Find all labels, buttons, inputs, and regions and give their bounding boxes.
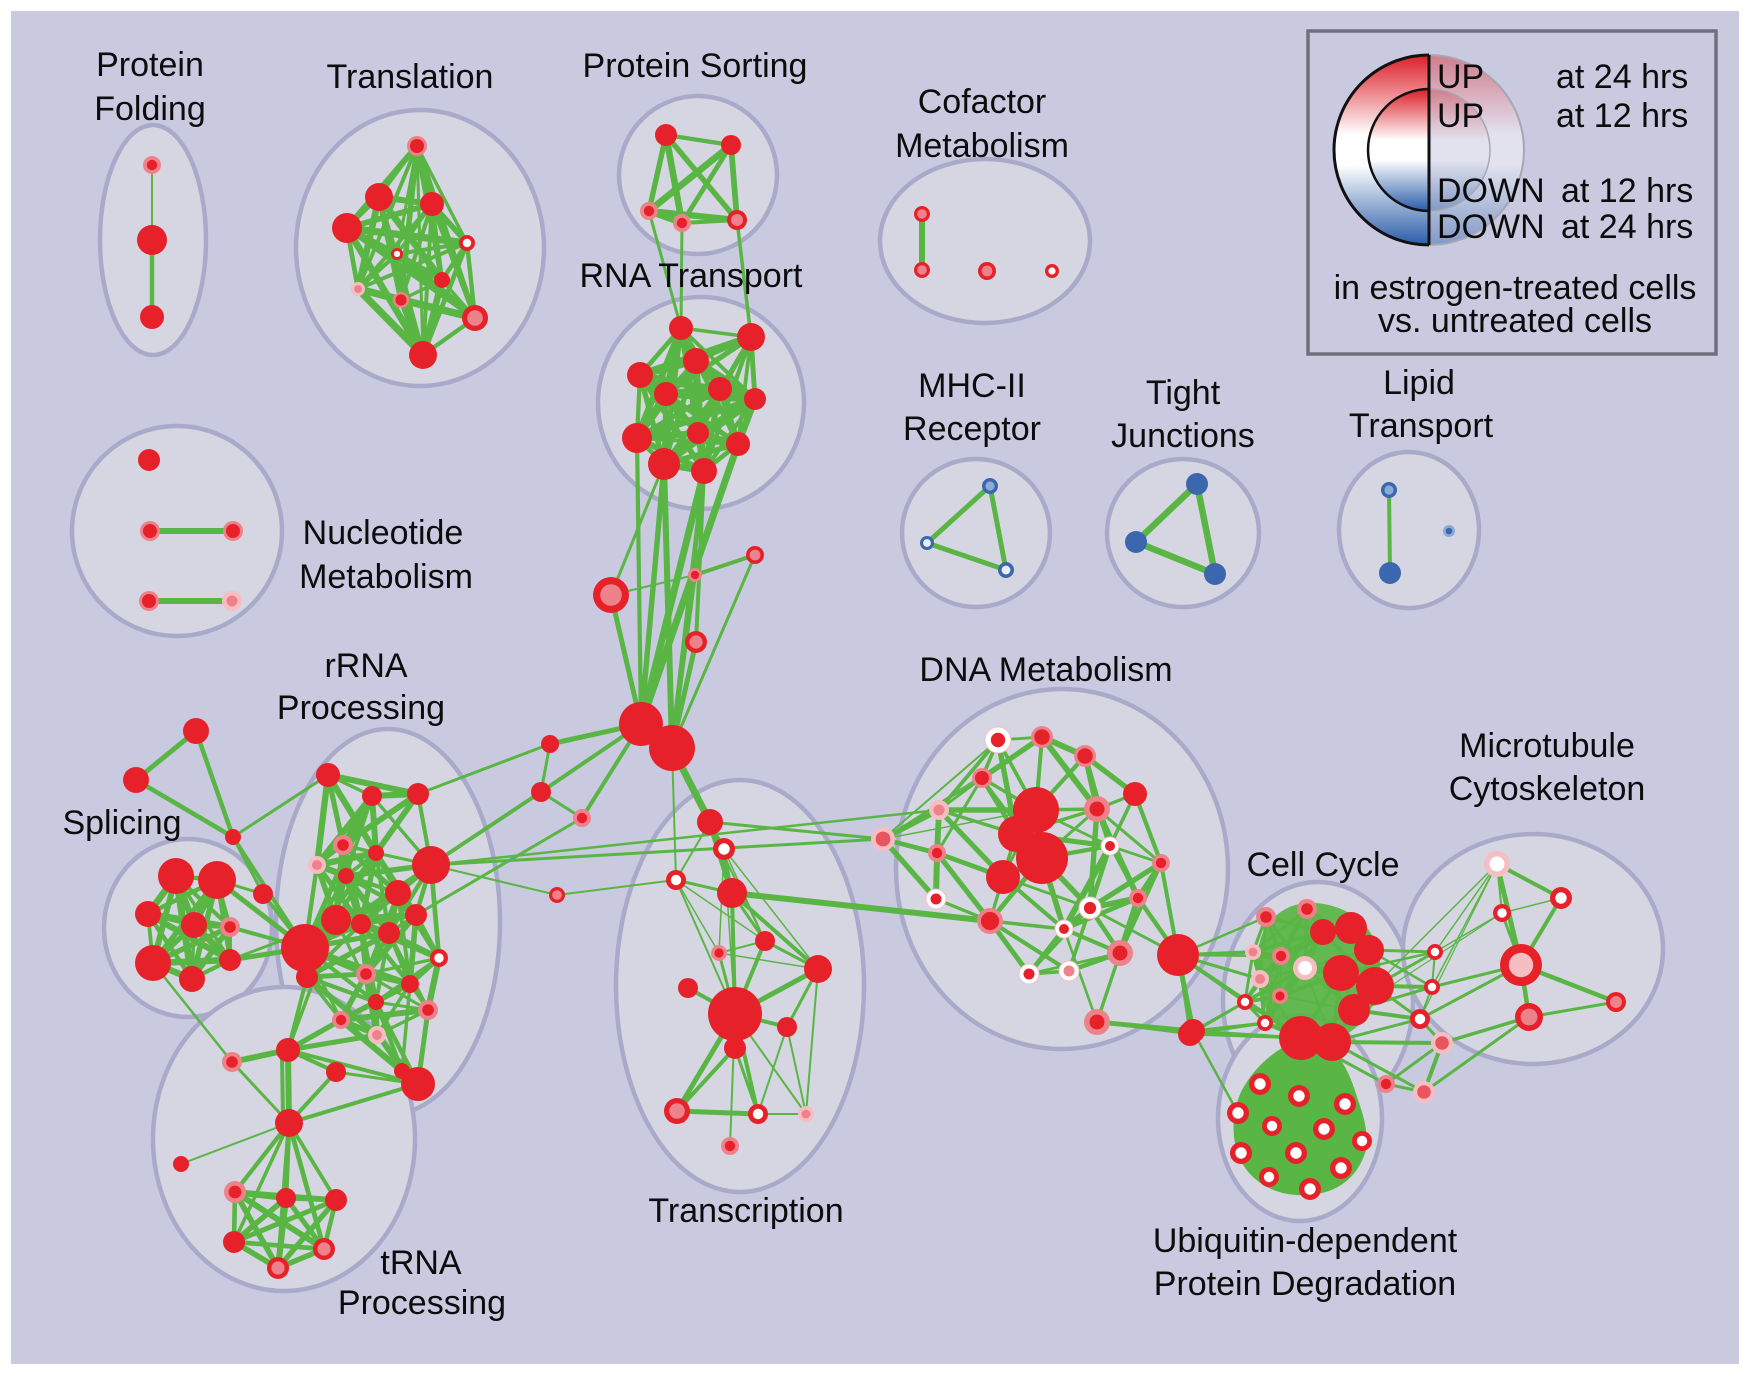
- svg-text:MHC-II: MHC-II: [918, 367, 1026, 405]
- svg-text:Metabolism: Metabolism: [299, 558, 473, 596]
- svg-text:Protein: Protein: [96, 46, 204, 84]
- svg-text:Lipid: Lipid: [1383, 364, 1455, 402]
- svg-text:at 24 hrs: at 24 hrs: [1556, 58, 1688, 96]
- svg-text:Splicing: Splicing: [62, 804, 181, 842]
- svg-text:Processing: Processing: [277, 689, 445, 727]
- svg-text:DOWN: DOWN: [1437, 172, 1545, 210]
- svg-text:rRNA: rRNA: [324, 647, 407, 685]
- svg-text:Nucleotide: Nucleotide: [303, 514, 464, 552]
- svg-text:Protein Degradation: Protein Degradation: [1154, 1265, 1456, 1303]
- svg-text:Metabolism: Metabolism: [895, 127, 1069, 165]
- svg-text:UP: UP: [1437, 58, 1484, 96]
- svg-text:at 12 hrs: at 12 hrs: [1561, 172, 1693, 210]
- svg-text:Folding: Folding: [94, 90, 206, 128]
- svg-text:Microtubule: Microtubule: [1459, 727, 1635, 765]
- svg-text:in estrogen-treated cells: in estrogen-treated cells: [1334, 269, 1697, 307]
- svg-text:Junctions: Junctions: [1111, 417, 1255, 455]
- svg-text:DNA Metabolism: DNA Metabolism: [919, 651, 1172, 689]
- svg-text:Cofactor: Cofactor: [918, 83, 1047, 121]
- svg-text:Cytoskeleton: Cytoskeleton: [1449, 770, 1646, 808]
- svg-text:Ubiquitin-dependent: Ubiquitin-dependent: [1153, 1222, 1458, 1260]
- svg-text:vs. untreated cells: vs. untreated cells: [1378, 302, 1652, 340]
- svg-text:Protein Sorting: Protein Sorting: [583, 47, 808, 85]
- svg-text:Receptor: Receptor: [903, 410, 1041, 448]
- svg-text:RNA Transport: RNA Transport: [580, 257, 804, 295]
- svg-text:Transcription: Transcription: [648, 1192, 843, 1230]
- svg-text:Tight: Tight: [1146, 374, 1221, 412]
- svg-text:Transport: Transport: [1349, 407, 1494, 445]
- svg-text:Translation: Translation: [327, 58, 494, 96]
- svg-text:UP: UP: [1437, 97, 1484, 135]
- svg-text:at 12 hrs: at 12 hrs: [1556, 97, 1688, 135]
- svg-text:tRNA: tRNA: [380, 1244, 462, 1282]
- svg-text:Processing: Processing: [338, 1284, 506, 1322]
- svg-text:DOWN: DOWN: [1437, 208, 1545, 246]
- svg-text:at 24 hrs: at 24 hrs: [1561, 208, 1693, 246]
- svg-text:Cell Cycle: Cell Cycle: [1246, 846, 1399, 884]
